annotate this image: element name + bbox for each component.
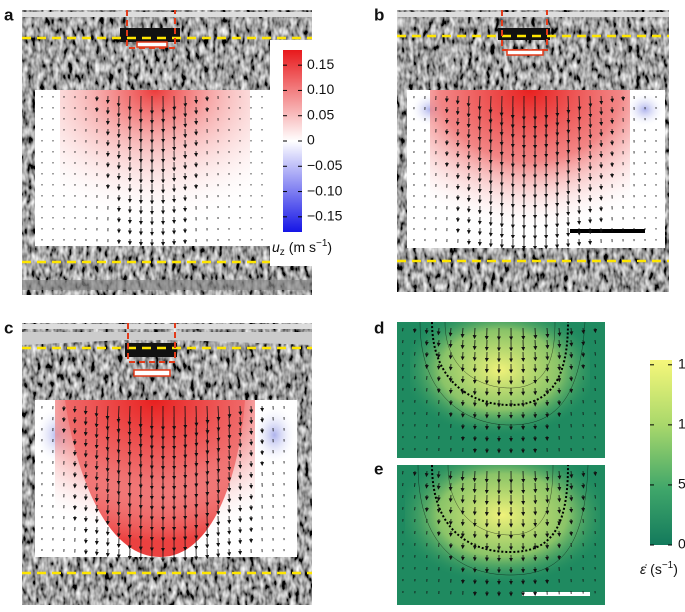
velocity-negative: [252, 405, 297, 465]
strain-high: [410, 322, 590, 442]
panel-c: [22, 323, 312, 605]
flow-arrow: [535, 471, 536, 481]
velocity-plume: [430, 90, 630, 248]
panel-label: c: [4, 318, 13, 337]
tick-label: 0.15: [307, 56, 334, 72]
flow-arrow: [583, 483, 584, 488]
flow-arrow: [218, 428, 219, 441]
flow-arrow: [426, 328, 427, 333]
tick-label: 0: [307, 132, 315, 148]
flow-arrow: [96, 417, 97, 427]
flow-arrow: [438, 352, 439, 357]
flow-arrow: [559, 352, 560, 358]
flow-arrow: [438, 495, 439, 500]
flow-arrow: [426, 471, 427, 476]
unit-close: ): [327, 239, 332, 255]
flow-arrow: [107, 417, 108, 429]
flow-arrow: [438, 483, 439, 489]
surface-band: [22, 324, 312, 329]
flow-arrow: [547, 340, 548, 348]
tick-label: 0: [678, 536, 685, 552]
exponent: −1: [662, 560, 674, 571]
probe: [498, 28, 550, 40]
unit-close: ): [673, 561, 678, 577]
tick-label: 0.10: [307, 81, 334, 97]
flow-arrow: [583, 340, 584, 345]
tick-label: −0.15: [307, 208, 343, 224]
focus-region: [134, 370, 170, 376]
flow-arrow: [474, 471, 475, 481]
flow-arrow: [107, 439, 108, 450]
focus-region: [507, 50, 543, 55]
panel-e: [397, 465, 605, 605]
flow-arrow: [450, 352, 451, 358]
colorbar-background: [270, 40, 348, 266]
surface-band: [397, 12, 669, 17]
flow-arrow: [583, 328, 584, 333]
flow-arrow: [579, 107, 580, 120]
tick-label: 15: [678, 356, 685, 372]
unit: (m s: [289, 239, 316, 255]
panel-label: d: [374, 318, 384, 337]
subscript: z: [280, 247, 285, 258]
tick-label: −0.05: [307, 157, 343, 173]
velocity-plume: [55, 400, 255, 557]
unit: (s: [650, 561, 662, 577]
tick-label: 10: [678, 416, 685, 432]
symbol: u: [272, 239, 280, 255]
flow-arrow: [571, 340, 572, 346]
flow-arrow: [547, 483, 548, 491]
strain-colorbar: ε̇(s−1) 0 5 10 15: [640, 356, 685, 577]
flow-arrow: [571, 495, 572, 500]
flow-arrow: [229, 428, 230, 438]
flow-arrow: [479, 107, 480, 120]
surface-band: [22, 12, 312, 17]
bottom-band: [22, 280, 312, 290]
flow-arrow: [450, 495, 451, 501]
velocity-plume: [60, 90, 250, 240]
panel-label: b: [374, 5, 384, 24]
tick-label: 0.05: [307, 106, 334, 122]
flow-arrow: [218, 439, 219, 451]
flow-arrow: [583, 471, 584, 476]
flow-arrow: [96, 406, 97, 416]
flow-arrow: [462, 483, 463, 491]
panel-d: [397, 322, 605, 458]
flow-arrow: [474, 328, 475, 338]
flow-arrow: [426, 340, 427, 345]
panel-b: [397, 10, 669, 292]
flow-arrow: [559, 495, 560, 501]
flow-arrow: [229, 406, 230, 417]
colorbar-label: ε̇(s−1): [640, 560, 678, 577]
flow-arrow: [229, 417, 230, 428]
symbol: ε̇: [640, 561, 647, 577]
panel-label: e: [374, 459, 383, 478]
probe: [125, 343, 177, 357]
panel-label: a: [4, 5, 14, 24]
colorbar: [650, 360, 672, 545]
probe: [120, 28, 180, 42]
flow-arrow: [107, 428, 108, 440]
flow-arrow: [535, 328, 536, 338]
flow-arrow: [426, 483, 427, 488]
tick-label: 5: [678, 476, 685, 492]
flow-arrow: [571, 352, 572, 357]
flow-arrow: [462, 340, 463, 348]
flow-arrow: [571, 483, 572, 489]
exponent: −1: [316, 238, 328, 249]
flow-arrow: [438, 340, 439, 346]
tick-label: −0.10: [307, 182, 343, 198]
focus-region: [137, 42, 167, 47]
